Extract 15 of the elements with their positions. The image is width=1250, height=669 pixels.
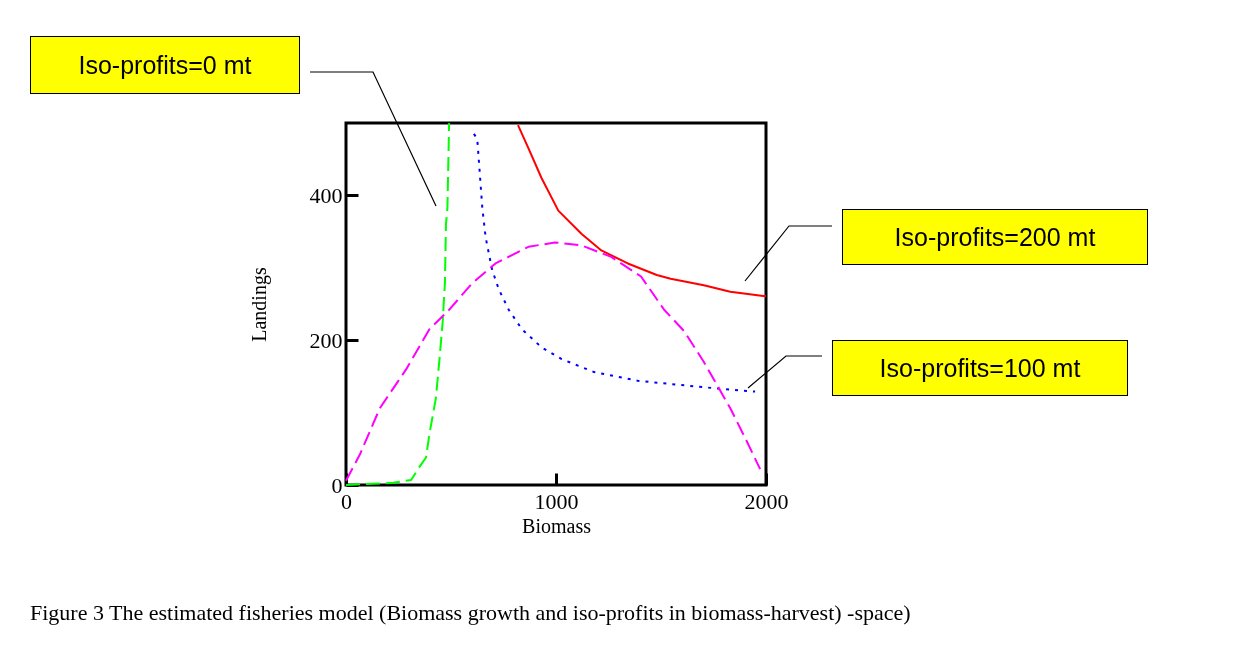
y-tick-label: 400 xyxy=(309,182,343,208)
line-series xyxy=(345,241,762,482)
y-axis-title: Landings xyxy=(247,267,271,342)
x-tick-label: 2000 xyxy=(744,488,789,514)
line-series xyxy=(472,132,757,393)
y-tick-label: 200 xyxy=(309,327,343,353)
text: Iso-profits=100 mt xyxy=(832,340,1128,396)
line-series xyxy=(345,122,451,486)
x-axis-title: Biomass xyxy=(522,514,592,537)
text: Iso-profits=0 mt xyxy=(30,36,300,94)
y-tick-label: 0 xyxy=(331,472,343,498)
caption: Figure 3 The estimated fisheries model (Biomass growth and iso-profits in biomass-harvest) -space) xyxy=(30,600,911,626)
line-series xyxy=(516,124,767,298)
x-tick-label: 1000 xyxy=(534,488,579,514)
text: Iso-profits=200 mt xyxy=(842,209,1148,265)
